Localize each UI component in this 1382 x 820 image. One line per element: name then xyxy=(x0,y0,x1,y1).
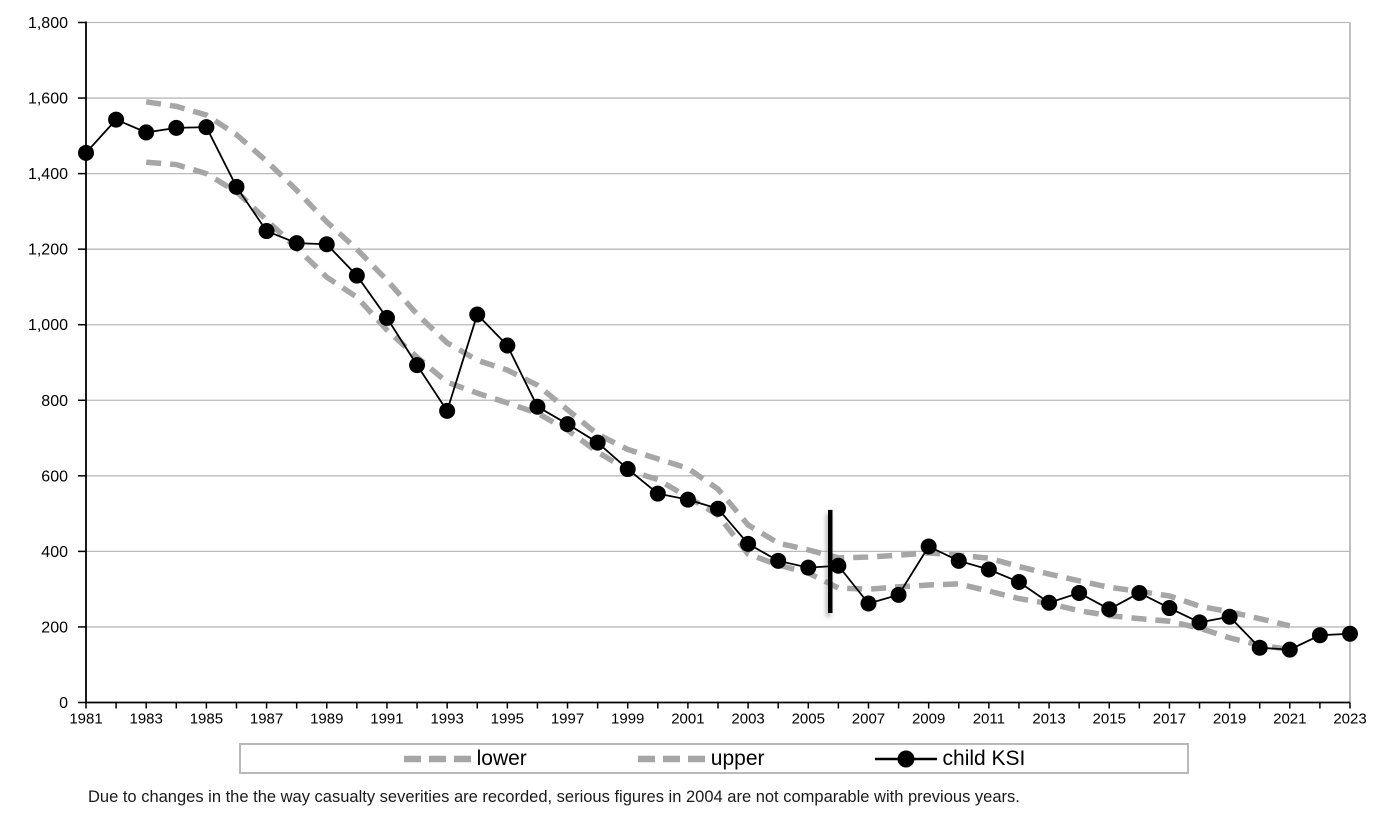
chart-legend: lower upper child KSI xyxy=(239,743,1189,774)
svg-text:1983: 1983 xyxy=(130,711,163,728)
svg-text:1991: 1991 xyxy=(370,711,403,728)
legend-label-child-ksi: child KSI xyxy=(942,747,1026,770)
svg-text:0: 0 xyxy=(59,695,68,712)
svg-text:1993: 1993 xyxy=(430,711,463,728)
child-ksi-line xyxy=(85,118,1351,651)
svg-text:2005: 2005 xyxy=(792,711,825,728)
svg-text:1997: 1997 xyxy=(551,711,584,728)
svg-text:2017: 2017 xyxy=(1153,711,1186,728)
upper-dashed-line-icon xyxy=(637,755,705,762)
svg-text:1985: 1985 xyxy=(190,711,223,728)
child-ksi-markers xyxy=(78,111,1358,658)
svg-text:1,600: 1,600 xyxy=(28,91,68,108)
legend-label-lower: lower xyxy=(476,747,527,770)
svg-text:400: 400 xyxy=(41,544,68,561)
footnote: Due to changes in the the way casualty s… xyxy=(88,788,1020,806)
lower-band-line xyxy=(145,159,1291,653)
svg-text:2003: 2003 xyxy=(731,711,764,728)
y-axis-labels: 0 200 400 600 800 1,000 1,200 1,400 1,600 1,800 xyxy=(28,15,86,712)
svg-text:600: 600 xyxy=(41,468,68,485)
axes xyxy=(85,21,1350,704)
upper-band-line xyxy=(145,99,1291,629)
svg-text:2019: 2019 xyxy=(1213,711,1246,728)
legend-item-upper: upper xyxy=(637,748,765,769)
line-with-marker-icon xyxy=(874,750,937,767)
legend-label-upper: upper xyxy=(710,747,765,770)
svg-text:2011: 2011 xyxy=(973,711,1005,728)
svg-text:2013: 2013 xyxy=(1032,711,1065,728)
child-ksi-line-chart: 0 200 400 600 800 1,000 1,200 1,400 1,600 1,800 19… xyxy=(28,15,1367,728)
svg-text:1981: 1981 xyxy=(69,711,102,728)
svg-text:200: 200 xyxy=(41,619,68,636)
svg-text:800: 800 xyxy=(41,393,68,410)
svg-text:2023: 2023 xyxy=(1333,711,1366,728)
svg-text:1,400: 1,400 xyxy=(28,166,68,183)
x-axis-labels: 1981 1983 1985 1987 1989 1991 1993 1995 1997 1999… xyxy=(69,702,1367,728)
svg-text:1999: 1999 xyxy=(611,711,644,728)
svg-text:1987: 1987 xyxy=(250,711,283,728)
legend-item-child-ksi: child KSI xyxy=(874,747,1026,770)
gridlines xyxy=(86,21,1350,628)
svg-text:2007: 2007 xyxy=(852,711,885,728)
svg-text:1,800: 1,800 xyxy=(28,15,68,32)
svg-text:1,000: 1,000 xyxy=(28,317,68,334)
svg-text:1989: 1989 xyxy=(310,711,343,728)
svg-text:2001: 2001 xyxy=(671,711,704,728)
svg-text:1,200: 1,200 xyxy=(28,242,68,259)
lower-dashed-line-icon xyxy=(403,755,471,762)
svg-text:2015: 2015 xyxy=(1093,711,1126,728)
svg-text:2021: 2021 xyxy=(1273,711,1306,728)
svg-text:2009: 2009 xyxy=(912,711,945,728)
svg-text:1995: 1995 xyxy=(491,711,524,728)
legend-item-lower: lower xyxy=(403,748,527,769)
